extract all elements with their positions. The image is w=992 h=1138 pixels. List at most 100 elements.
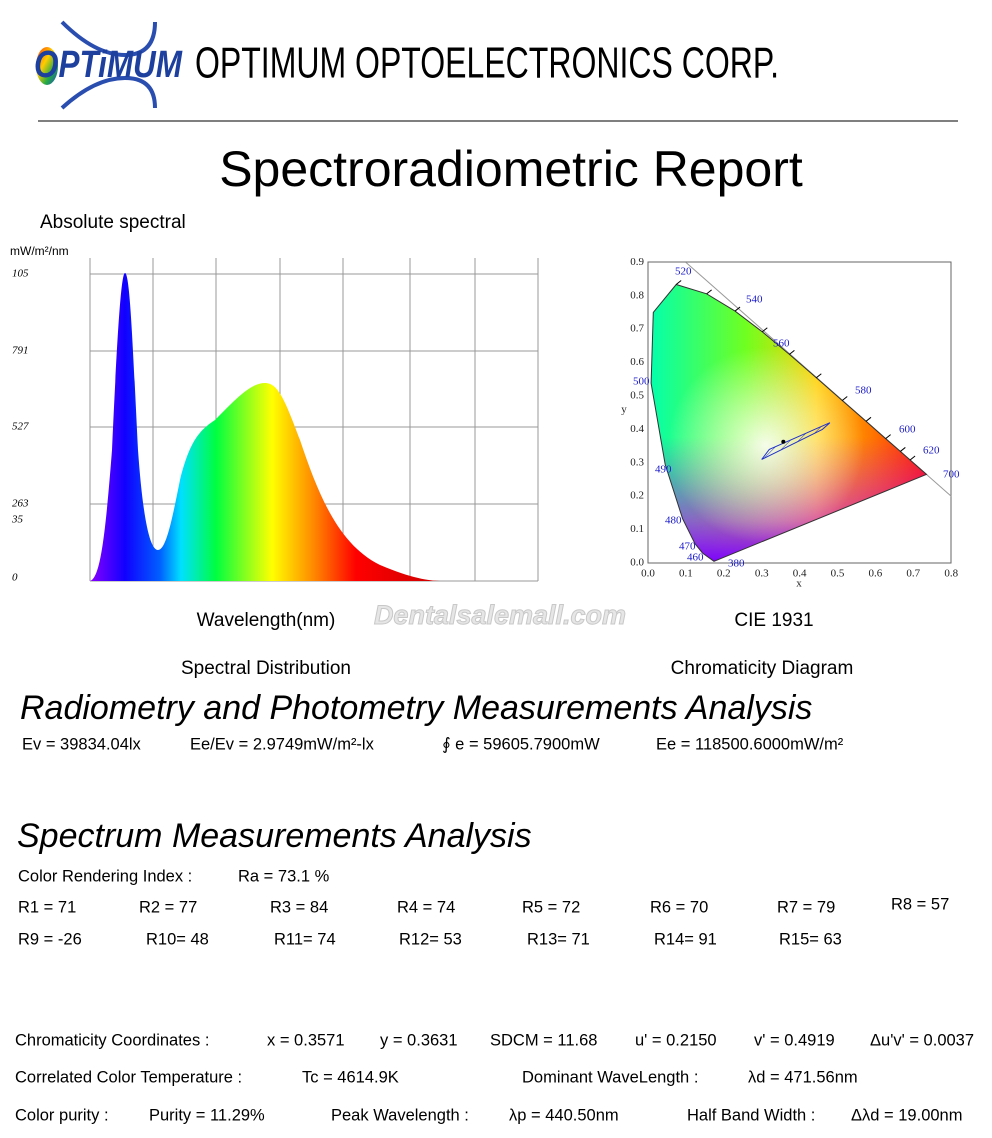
locus-tick [865, 416, 872, 422]
wavelength-label: 520 [675, 266, 692, 278]
measurement: v' = 0.4919 [754, 1031, 835, 1049]
measurement: Ev = 39834.04lx [22, 735, 142, 753]
measurement: u' = 0.2150 [635, 1031, 717, 1049]
cie-title: Chromaticity Diagram [671, 658, 854, 679]
y-tick-label: 105 [12, 268, 29, 280]
measurement: Chromaticity Coordinates : [15, 1031, 209, 1049]
measurement: R1 = 71 [18, 898, 76, 916]
cie-caption: CIE 1931 [734, 610, 813, 631]
ra-value: Ra = 73.1 % [238, 867, 330, 885]
wavelength-label: 600 [899, 424, 916, 436]
measurement: R12= 53 [399, 930, 462, 948]
watermark: Dentalsalemall.com [374, 600, 626, 630]
x-tick-label: 0.8 [944, 568, 958, 580]
x-tick-label: 0.0 [641, 568, 655, 580]
wavelength-label: 460 [687, 552, 704, 564]
y-axis-label: y [621, 404, 627, 416]
measurement: R15= 63 [779, 930, 842, 948]
cie-diagram: 0.0 0.1 0.2 0.3 0.4 0.5 0.6 0.7 0.8 0.0 0.1 0.2 0.3 0… [621, 256, 960, 590]
measurement: Δu'v' = 0.0037 [870, 1031, 974, 1049]
locus-tick [909, 455, 916, 461]
color-gamut [651, 284, 927, 562]
measurement: Half Band Width : [687, 1106, 815, 1124]
y-tick-label: 0.0 [630, 557, 644, 569]
x-axis-label: Wavelength(nm) [197, 610, 336, 631]
locus-tick [841, 396, 848, 401]
locus-tick [816, 373, 822, 379]
measurement: x = 0.3571 [267, 1031, 345, 1049]
measurement: R8 = 57 [891, 895, 949, 913]
wavelength-label: 380 [728, 558, 745, 570]
y-tick-label: 0.9 [630, 256, 644, 268]
measurement: Ee/Ev = 2.9749mW/m²-lx [190, 735, 375, 753]
wavelength-label: 470 [679, 541, 696, 553]
wavelength-label: 490 [655, 464, 672, 476]
measurement-rows: Ev = 39834.04lx Ee/Ev = 2.9749mW/m²-lx ∮ e… [15, 735, 974, 1124]
locus-tick [789, 350, 795, 355]
wavelength-label: 480 [665, 515, 682, 527]
measurement: R6 = 70 [650, 898, 708, 916]
x-tick-label: 0.3 [755, 568, 769, 580]
wavelength-label: 700 [943, 469, 960, 481]
wavelength-label: 580 [855, 385, 872, 397]
measurement: R3 = 84 [270, 898, 328, 916]
measurement: R5 = 72 [522, 898, 580, 916]
measurement: SDCM = 11.68 [490, 1031, 597, 1049]
measurement: Color purity : [15, 1106, 109, 1124]
measurement: y = 0.3631 [380, 1031, 458, 1049]
tolerance-region [761, 422, 831, 460]
locus-tick [734, 306, 741, 312]
y-tick-label: 527 [12, 421, 29, 433]
locus-tick [885, 434, 891, 439]
gamut-fill [651, 284, 927, 562]
y-tick-label: 35 [11, 514, 24, 526]
measurement: λp = 440.50nm [509, 1106, 619, 1124]
chromaticity-point [781, 439, 786, 444]
y-tick-label: 0.6 [630, 356, 644, 368]
locus-tick [761, 327, 768, 333]
y-tick-label: 263 [12, 498, 29, 510]
measurement: R11= 74 [274, 930, 336, 948]
wavelength-label: 560 [773, 338, 790, 350]
spectral-locus [650, 283, 928, 562]
x-tick-label: 0.6 [869, 568, 883, 580]
measurement: Purity = 11.29% [149, 1106, 265, 1124]
section-heading: Spectrum Measurements Analysis [17, 817, 532, 855]
logo-text: OPTiMUM [34, 44, 183, 86]
measurement: Peak Wavelength : [331, 1106, 469, 1124]
measurement: Ee = 118500.6000mW/m² [656, 735, 844, 753]
x-tick-label: 0.5 [831, 568, 845, 580]
company-name: OPTIMUM OPTOELECTRONICS CORP. [195, 39, 779, 88]
axes-frame [647, 261, 952, 564]
wavelength-label: 620 [923, 445, 940, 457]
x-tick-label: 0.2 [717, 568, 731, 580]
y-tick-label: 0.8 [630, 289, 644, 301]
x-axis-label: x [796, 578, 802, 590]
locus-tick [706, 289, 712, 295]
locus-tick [900, 447, 906, 452]
wavelength-label: 540 [746, 294, 763, 306]
measurement: R7 = 79 [777, 898, 835, 916]
y-tick-label: 0.2 [630, 490, 644, 502]
x-tick-label: 0.4 [793, 568, 807, 580]
measurement: Δλd = 19.00nm [851, 1106, 962, 1124]
measurement: Dominant WaveLength : [522, 1068, 698, 1086]
chart-title: Spectral Distribution [181, 658, 351, 679]
section-heading: Radiometry and Photometry Measurements A… [20, 689, 812, 727]
y-tick-label: 791 [12, 345, 29, 357]
measurement: λd = 471.56nm [748, 1068, 858, 1086]
y-tick-label: 0.5 [630, 390, 644, 402]
y-tick-label: 0.7 [630, 323, 644, 335]
logo: OPTiMUM [34, 20, 183, 110]
measurement: R9 = -26 [18, 930, 82, 948]
spectrum-curve [90, 273, 440, 581]
measurement: R14= 91 [654, 930, 717, 948]
y-tick-label: 0.4 [630, 423, 644, 435]
measurement: R2 = 77 [139, 898, 197, 916]
y-tick-label: 0.1 [630, 523, 644, 535]
y-tick-label: 0.3 [630, 456, 644, 468]
measurement: R4 = 74 [397, 898, 455, 916]
cri-label: Color Rendering Index : [18, 867, 192, 885]
measurement: Correlated Color Temperature : [15, 1068, 242, 1086]
